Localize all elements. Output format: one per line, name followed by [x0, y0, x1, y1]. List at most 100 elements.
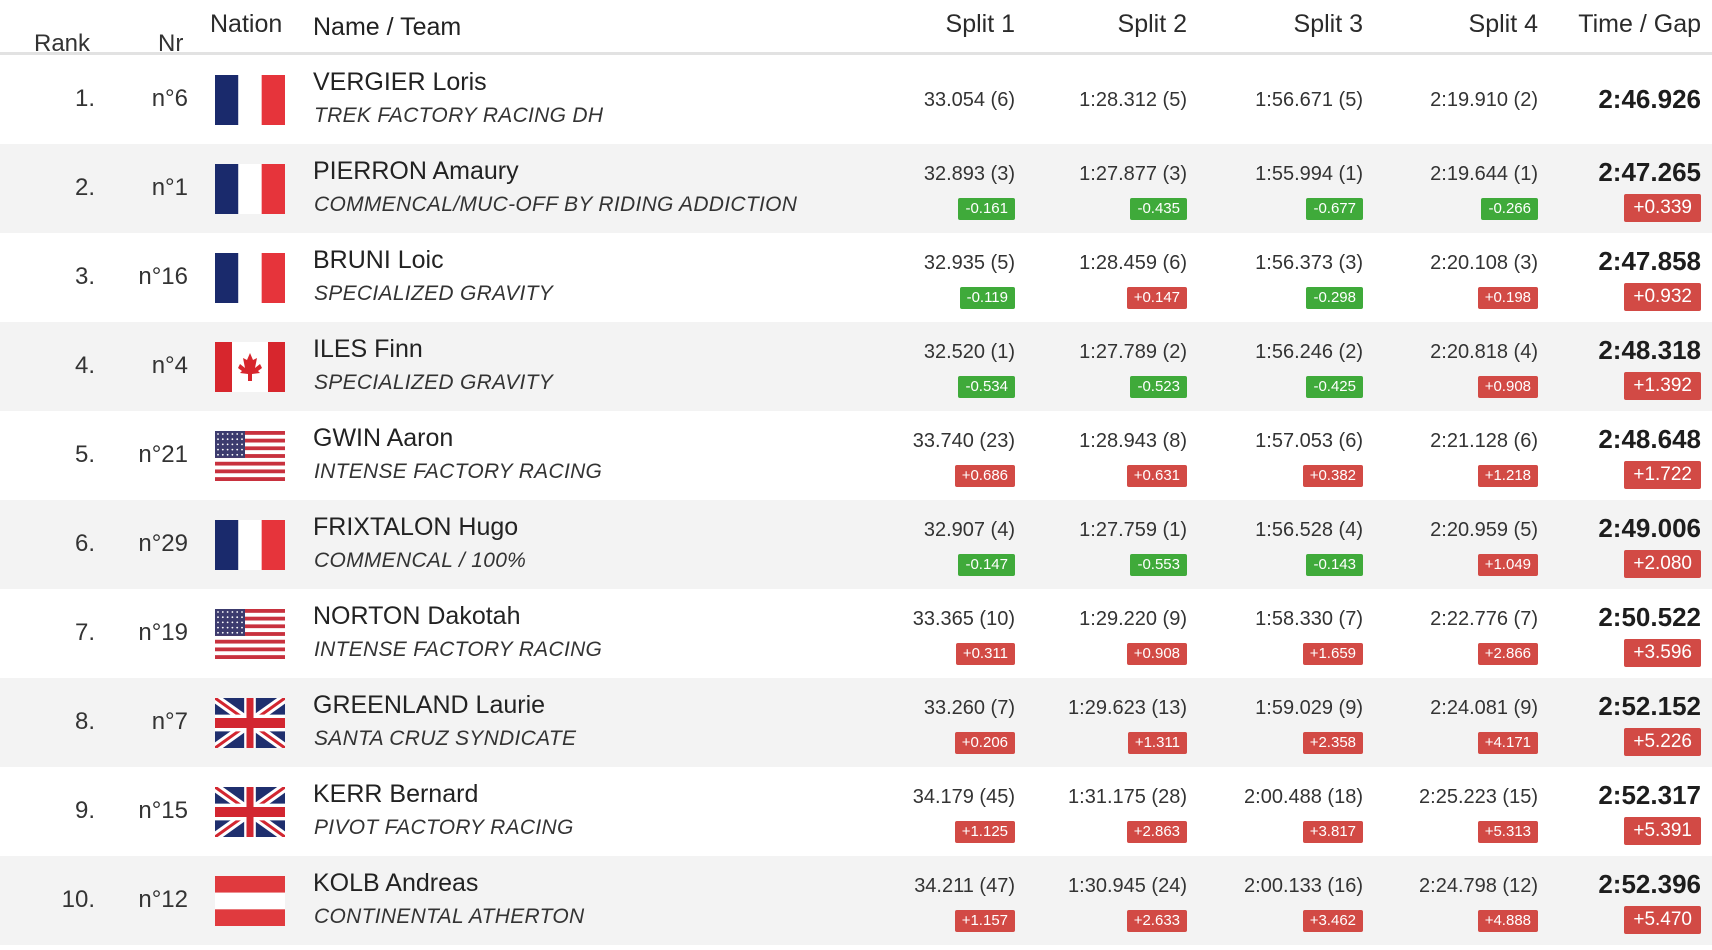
- gap-badge: +5.226: [1624, 728, 1701, 756]
- split-2-time: 1:28.943 (8): [1079, 430, 1187, 452]
- table-row[interactable]: 9. n°15 KERR Bernard PIVOT FACTORY RACING 34…: [0, 767, 1712, 856]
- flag-austria-icon: [215, 876, 285, 926]
- table-header: Rank Nr Nation Name / Team Split 1 Split…: [0, 0, 1712, 57]
- column-header-split-1[interactable]: Split 1: [945, 10, 1015, 38]
- team-name: INTENSE FACTORY RACING: [314, 638, 603, 661]
- split-2-time: 1:28.312 (5): [1079, 89, 1187, 111]
- rider-name[interactable]: PIERRON Amaury: [313, 157, 519, 185]
- team-name: INTENSE FACTORY RACING: [314, 460, 603, 483]
- split-3-time: 2:00.488 (18): [1244, 786, 1363, 808]
- bib-number-cell: n°6: [151, 85, 188, 112]
- table-row[interactable]: 10. n°12 KOLB Andreas CONTINENTAL ATHERTON 3…: [0, 856, 1712, 945]
- rider-name[interactable]: FRIXTALON Hugo: [313, 513, 519, 541]
- bib-number-cell: n°1: [151, 174, 188, 201]
- gap-badge: +0.339: [1624, 194, 1701, 222]
- split-3-diff-badge: +0.382: [1302, 465, 1363, 487]
- bib-number-cell: n°7: [151, 708, 188, 735]
- bib-number-cell: n°12: [138, 886, 188, 913]
- split-1-time: 33.260 (7): [923, 697, 1015, 719]
- split-2-diff-badge: -0.435: [1130, 198, 1187, 220]
- split-2-time: 1:30.945 (24): [1068, 875, 1187, 897]
- flag-canada-icon: [215, 342, 285, 392]
- rider-name[interactable]: KERR Bernard: [313, 780, 479, 808]
- split-3-diff-badge: +3.817: [1302, 821, 1363, 843]
- split-1-time: 33.365 (10): [912, 608, 1015, 630]
- rider-name[interactable]: NORTON Dakotah: [313, 602, 521, 630]
- split-4-time: 2:24.081 (9): [1430, 697, 1538, 719]
- split-4-diff-badge: +1.218: [1477, 465, 1538, 487]
- rider-name[interactable]: GWIN Aaron: [313, 424, 454, 452]
- split-3-diff-badge: -0.677: [1306, 198, 1363, 220]
- flag-france-icon: [215, 520, 285, 570]
- split-1-diff-badge: -0.119: [959, 287, 1015, 309]
- split-2-diff-badge: +0.908: [1126, 643, 1187, 665]
- finish-time: 2:48.318: [1598, 335, 1701, 365]
- split-4-diff-badge: +5.313: [1477, 821, 1538, 843]
- column-header-split-2[interactable]: Split 2: [1117, 10, 1187, 38]
- column-header-name-team[interactable]: Name / Team: [313, 13, 462, 41]
- table-row[interactable]: 3. n°16 BRUNI Loic SPECIALIZED GRAVITY 32.93…: [0, 233, 1712, 322]
- finish-time: 2:52.317: [1598, 780, 1701, 810]
- split-4-diff-badge: +0.198: [1477, 287, 1538, 309]
- rider-name[interactable]: KOLB Andreas: [313, 869, 479, 897]
- rank-cell: 9.: [74, 797, 95, 824]
- rider-name[interactable]: VERGIER Loris: [313, 68, 487, 96]
- table-row[interactable]: 2. n°1 PIERRON Amaury COMMENCAL/MUC-OFF BY …: [0, 144, 1712, 233]
- split-4-time: 2:20.818 (4): [1430, 341, 1538, 363]
- split-2-diff-badge: +2.633: [1126, 910, 1187, 932]
- team-name: COMMENCAL / 100%: [314, 549, 527, 572]
- table-row[interactable]: 7. n°19 NORTON Dakotah INTENSE FACTORY RACI…: [0, 589, 1712, 678]
- split-3-diff-badge: +1.659: [1302, 643, 1363, 665]
- split-2-diff-badge: -0.553: [1130, 554, 1187, 576]
- table-row[interactable]: 4. n°4 ILES Finn SPECIALIZED GRAVITY 32.520 …: [0, 322, 1712, 411]
- finish-time: 2:52.396: [1598, 869, 1701, 899]
- split-1-time: 32.520 (1): [923, 341, 1015, 363]
- split-4-diff-badge: +0.908: [1477, 376, 1538, 398]
- split-4-diff-badge: +2.866: [1477, 643, 1538, 665]
- column-header-nation[interactable]: Nation: [210, 10, 283, 38]
- split-2-diff-badge: +1.311: [1127, 732, 1187, 754]
- table-row[interactable]: 8. n°7 GREENLAND Laurie SANTA CRUZ SYNDICAT…: [0, 678, 1712, 767]
- split-4-time: 2:25.223 (15): [1419, 786, 1538, 808]
- table-row[interactable]: 5. n°21 GWIN Aaron INTENSE FACTORY RACING 33…: [0, 411, 1712, 500]
- team-name: TREK FACTORY RACING DH: [314, 104, 604, 127]
- bib-number-cell: n°19: [138, 619, 188, 646]
- rider-name[interactable]: ILES Finn: [313, 335, 423, 363]
- column-header-nr[interactable]: Nr: [158, 30, 184, 57]
- split-4-time: 2:19.644 (1): [1430, 163, 1538, 185]
- column-header-split-4[interactable]: Split 4: [1468, 10, 1538, 38]
- team-name: COMMENCAL/MUC-OFF BY RIDING ADDICTION: [314, 193, 798, 216]
- split-3-time: 1:57.053 (6): [1255, 430, 1363, 452]
- gap-badge: +1.392: [1624, 372, 1701, 400]
- split-3-time: 1:56.528 (4): [1255, 519, 1363, 541]
- rank-cell: 8.: [74, 708, 95, 735]
- gap-badge: +5.391: [1624, 817, 1701, 845]
- split-1-time: 34.211 (47): [914, 875, 1015, 897]
- flag-uk-icon: [215, 787, 285, 837]
- finish-time: 2:49.006: [1598, 513, 1701, 543]
- gap-badge: +3.596: [1624, 639, 1701, 667]
- column-header-rank[interactable]: Rank: [34, 30, 91, 57]
- split-2-diff-badge: +2.863: [1126, 821, 1187, 843]
- column-header-time-gap[interactable]: Time / Gap: [1578, 10, 1701, 38]
- finish-time: 2:50.522: [1598, 602, 1701, 632]
- split-1-diff-badge: -0.161: [958, 198, 1015, 220]
- rank-cell: 6.: [74, 530, 95, 557]
- gap-badge: +0.932: [1624, 283, 1701, 311]
- split-3-time: 2:00.133 (16): [1244, 875, 1363, 897]
- table-row[interactable]: 1. n°6 VERGIER Loris TREK FACTORY RACING DH…: [0, 55, 1712, 144]
- table-row[interactable]: 6. n°29 FRIXTALON Hugo COMMENCAL / 100% 32.9…: [0, 500, 1712, 589]
- bib-number-cell: n°29: [138, 530, 188, 557]
- split-4-time: 2:24.798 (12): [1419, 875, 1538, 897]
- finish-time: 2:52.152: [1598, 691, 1701, 721]
- table-body: 1. n°6 VERGIER Loris TREK FACTORY RACING DH…: [0, 55, 1712, 945]
- rank-cell: 4.: [74, 352, 95, 379]
- rank-cell: 5.: [74, 441, 95, 468]
- rank-cell: 2.: [74, 174, 95, 201]
- column-header-split-3[interactable]: Split 3: [1293, 10, 1363, 38]
- rider-name[interactable]: GREENLAND Laurie: [313, 691, 546, 719]
- rider-name[interactable]: BRUNI Loic: [313, 246, 444, 274]
- split-3-diff-badge: -0.298: [1306, 287, 1363, 309]
- finish-time: 2:47.265: [1598, 157, 1701, 187]
